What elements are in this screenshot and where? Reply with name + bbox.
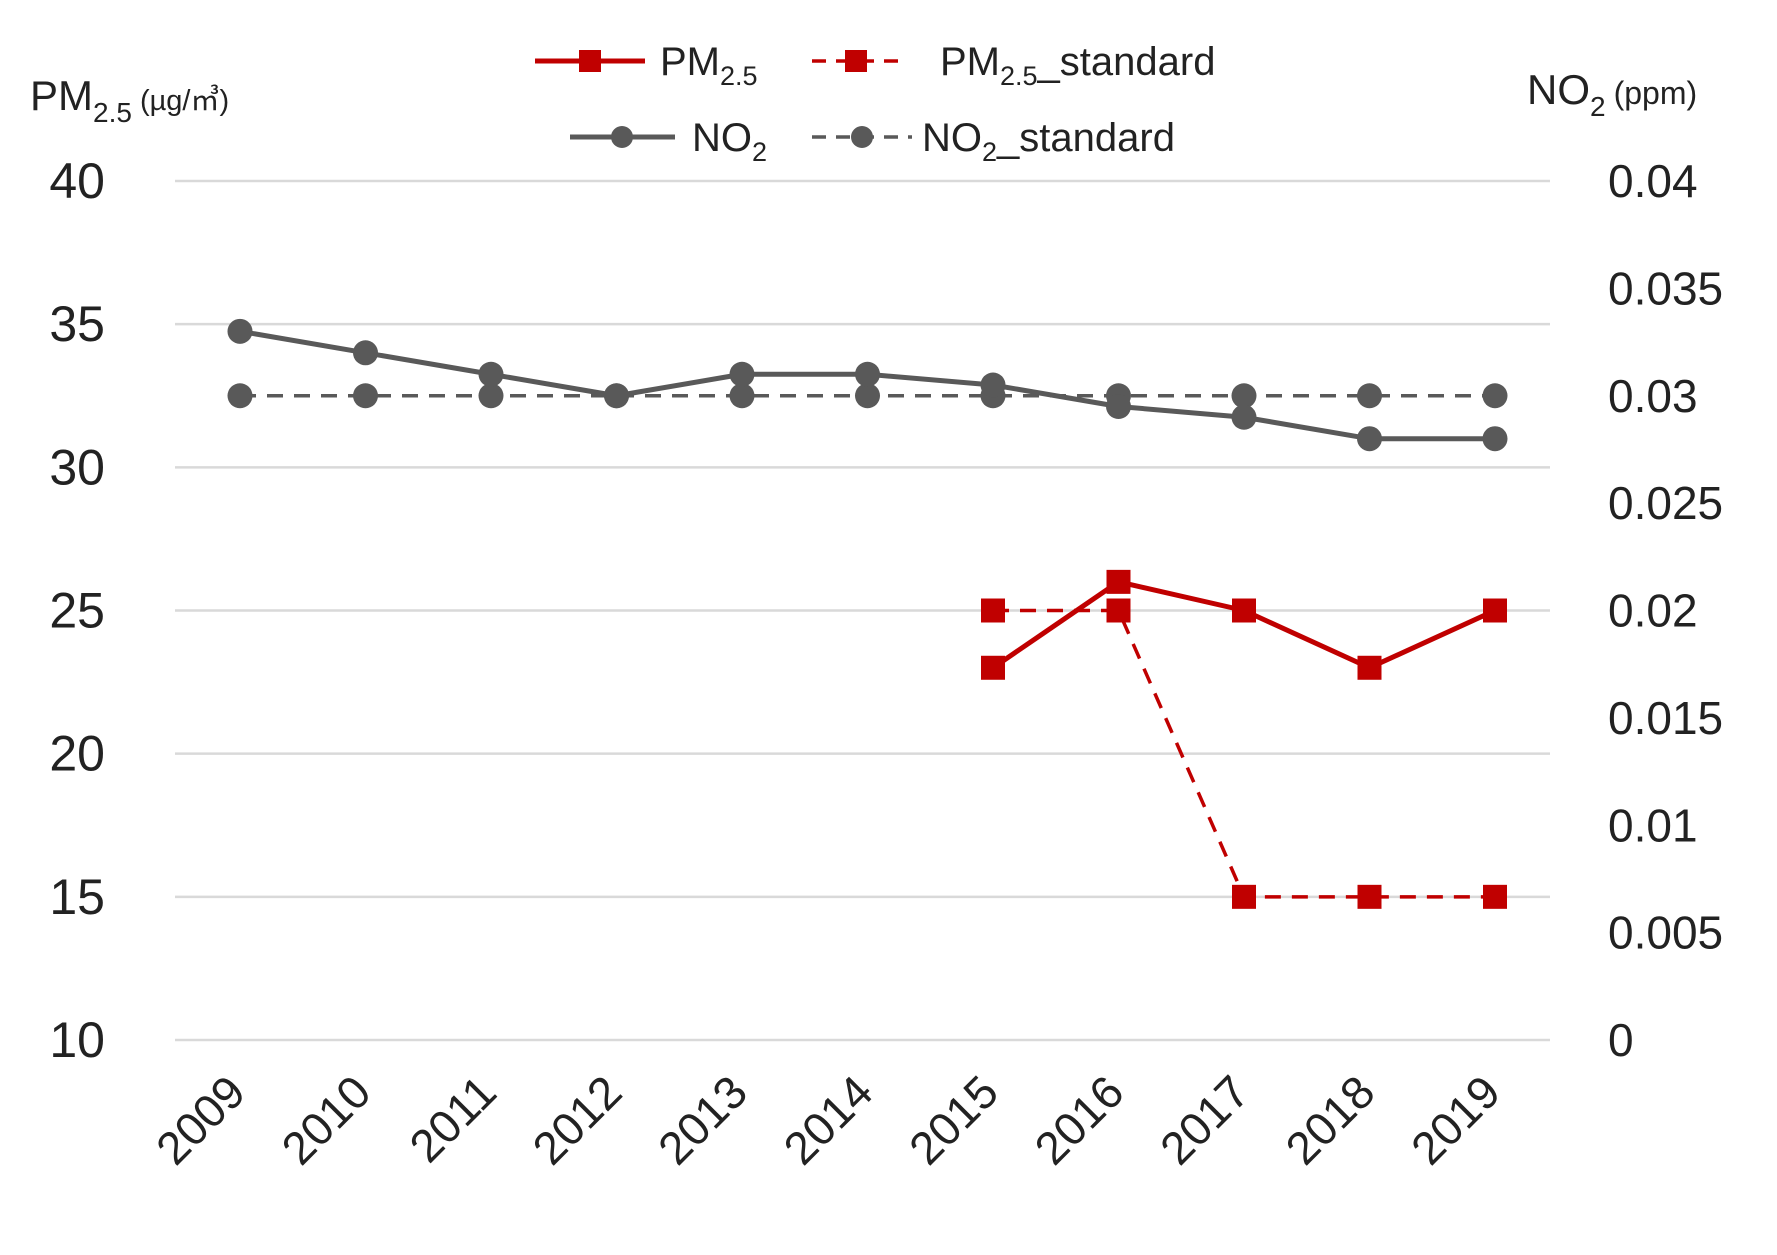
x-tick-label: 2016: [1024, 1065, 1133, 1174]
series-no2: [227, 318, 1508, 452]
data-point: [1232, 598, 1256, 623]
data-point: [1232, 884, 1256, 909]
data-point: [353, 340, 378, 366]
data-point: [1483, 884, 1507, 909]
right-axis-title: NO2 (ppm): [1527, 66, 1697, 122]
data-point: [729, 383, 755, 409]
series-pm2-5: [981, 569, 1507, 680]
legend-item: PM2.5_standard: [812, 40, 1215, 91]
right-tick-label: 0.02: [1608, 585, 1698, 637]
data-point: [1482, 426, 1508, 452]
x-tick-label: 2017: [1150, 1065, 1259, 1174]
data-point: [1483, 598, 1507, 623]
gridlines: [175, 179, 1550, 1042]
right-tick-label: 0.04: [1608, 155, 1698, 207]
left-tick-label: 15: [49, 869, 105, 925]
data-point: [1106, 598, 1131, 623]
right-tick-label: 0.015: [1608, 692, 1723, 744]
left-tick-label: 20: [49, 726, 105, 782]
data-point: [227, 383, 253, 409]
x-tick-label: 2015: [899, 1065, 1008, 1174]
data-point: [478, 361, 504, 387]
data-point: [478, 383, 504, 409]
data-point: [1357, 884, 1382, 909]
series-no2-standard: [227, 383, 1508, 409]
legend-marker: [851, 126, 873, 148]
right-tick-label: 0.03: [1608, 370, 1698, 422]
data-point: [729, 361, 755, 387]
legend-marker: [579, 50, 601, 72]
left-tick-label: 35: [49, 296, 105, 352]
left-tick-label: 25: [49, 583, 105, 639]
right-tick-label: 0.035: [1608, 262, 1723, 314]
data-point: [981, 598, 1005, 623]
left-tick-label: 10: [49, 1012, 105, 1068]
legend-item: NO2_standard: [812, 116, 1175, 167]
right-tick-label: 0.005: [1608, 907, 1723, 959]
legend-label: NO2_standard: [922, 116, 1175, 167]
data-point: [1106, 393, 1131, 419]
data-point: [855, 361, 880, 387]
legend-label: PM2.5_standard: [940, 40, 1215, 91]
right-tick-label: 0.025: [1608, 477, 1723, 529]
x-tick-label: 2014: [773, 1065, 882, 1174]
data-point: [1357, 383, 1382, 409]
legend-label: NO2: [692, 116, 767, 167]
data-point: [1482, 383, 1508, 409]
x-axis-ticks: 2009 2010 2011 2012 2013 2014 2015 2016 2017 2018…: [146, 1065, 1510, 1174]
data-point: [981, 655, 1005, 680]
left-axis-ticks: 10 15 20 25 30 35 40: [49, 153, 105, 1068]
left-axis-title: PM2.5 (µg/㎥): [30, 72, 229, 128]
data-point: [1231, 383, 1257, 409]
right-tick-label: 0.01: [1608, 799, 1698, 851]
data-point: [1357, 655, 1382, 680]
left-tick-label: 30: [49, 439, 105, 495]
x-tick-label: 2018: [1275, 1065, 1384, 1174]
data-point: [227, 318, 253, 344]
legend: PM2.5 PM2.5_standard NO2 NO2_standard: [535, 40, 1215, 167]
x-tick-label: 2019: [1401, 1065, 1510, 1174]
data-point: [353, 383, 378, 409]
legend-label: PM2.5: [660, 40, 758, 91]
data-point: [604, 383, 629, 409]
x-tick-label: 2012: [522, 1065, 631, 1174]
data-point: [1231, 404, 1257, 430]
data-point: [1106, 569, 1131, 594]
data-point: [855, 383, 880, 409]
legend-marker: [845, 50, 867, 72]
x-tick-label: 2009: [146, 1065, 255, 1174]
data-point: [1357, 426, 1382, 452]
left-tick-label: 40: [49, 153, 105, 209]
x-tick-label: 2013: [648, 1065, 757, 1174]
right-axis-ticks: 0 0.005 0.01 0.015 0.02 0.025 0.03 0.035 0.04: [1608, 155, 1723, 1066]
series-layer: [227, 318, 1508, 909]
data-point: [980, 372, 1006, 398]
x-tick-label: 2011: [399, 1065, 506, 1172]
legend-item: NO2: [570, 116, 767, 167]
right-tick-label: 0: [1608, 1014, 1634, 1066]
legend-marker: [611, 126, 633, 148]
legend-item: PM2.5: [535, 40, 758, 91]
series-line: [991, 579, 1497, 671]
x-tick-label: 2010: [271, 1065, 380, 1174]
